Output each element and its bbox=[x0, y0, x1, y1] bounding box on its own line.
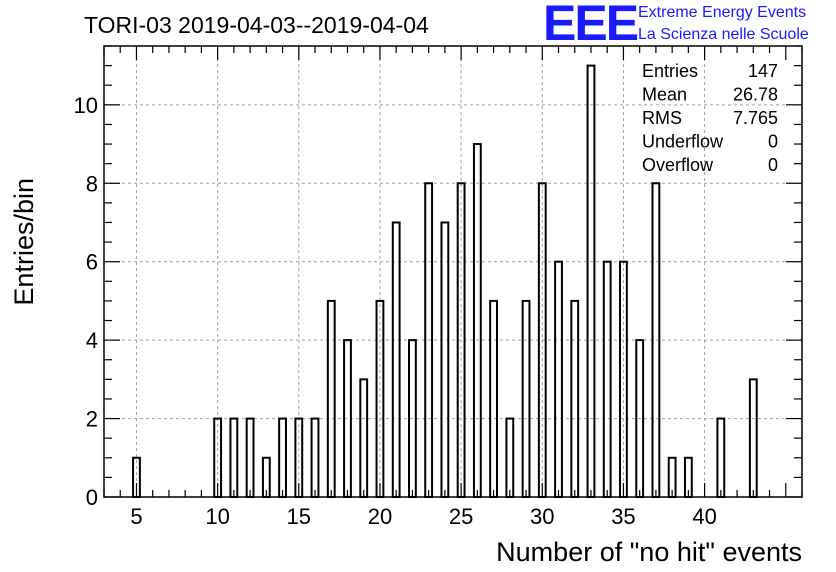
y-tick-label: 0 bbox=[86, 485, 98, 510]
histogram-bar bbox=[489, 299, 498, 498]
x-tick-label: 20 bbox=[368, 504, 392, 529]
histogram-bar bbox=[521, 299, 531, 498]
x-tick-label: 25 bbox=[449, 504, 473, 529]
y-tick-label: 10 bbox=[74, 93, 98, 118]
stats-key: Mean bbox=[642, 85, 687, 105]
histogram-bar bbox=[570, 299, 580, 498]
histogram-bar bbox=[586, 64, 596, 499]
eee-logo-mark: EEE bbox=[543, 0, 638, 51]
y-tick-label: 2 bbox=[86, 407, 98, 432]
histogram-bar bbox=[505, 417, 515, 499]
axes bbox=[103, 45, 803, 498]
histogram-bar bbox=[554, 260, 563, 499]
stats-key: Underflow bbox=[642, 132, 724, 152]
eee-logo: EEE Extreme Energy Events La Scienza nel… bbox=[543, 0, 809, 51]
histogram-bar bbox=[472, 143, 482, 498]
y-tick-label: 8 bbox=[86, 171, 98, 196]
logo-line-2: La Scienza nelle Scuole bbox=[638, 26, 809, 43]
stats-key: Overflow bbox=[642, 155, 714, 175]
histogram-bar bbox=[278, 417, 287, 499]
y-tick-label: 6 bbox=[86, 250, 98, 275]
chart-title: TORI-03 2019-04-03--2019-04-04 bbox=[84, 12, 429, 38]
histogram-bar bbox=[391, 221, 401, 498]
histogram-bar bbox=[229, 417, 239, 499]
x-axis-label: Number of "no hit" events bbox=[496, 537, 802, 567]
histogram-bar bbox=[245, 417, 255, 499]
histogram-bar bbox=[716, 417, 726, 499]
x-tick-label: 15 bbox=[287, 504, 311, 529]
stats-value: 26.78 bbox=[733, 85, 778, 105]
y-axis-label: Entries/bin bbox=[9, 178, 39, 306]
stats-value: 147 bbox=[748, 61, 778, 81]
y-tick-label: 4 bbox=[86, 328, 98, 353]
stats-key: RMS bbox=[642, 108, 682, 128]
histogram-bar bbox=[326, 299, 336, 498]
histogram-bar bbox=[359, 378, 369, 499]
histogram-bar bbox=[440, 221, 450, 498]
grid-lines bbox=[104, 46, 802, 497]
x-tick-label: 5 bbox=[130, 504, 142, 529]
x-tick-labels: 5 10 15 20 25 30 35 40 bbox=[130, 504, 717, 529]
stats-key: Entries bbox=[642, 61, 698, 81]
stats-value: 0 bbox=[768, 155, 778, 175]
stats-value: 7.765 bbox=[733, 108, 778, 128]
histogram-bar bbox=[748, 378, 758, 499]
stats-box: Entries 147 Mean 26.78 RMS 7.765 Underflow 0 Ove… bbox=[642, 61, 778, 175]
logo-line-1: Extreme Energy Events bbox=[638, 4, 806, 21]
histogram-bar bbox=[602, 260, 612, 499]
histogram-bars bbox=[132, 64, 758, 499]
plot-frame bbox=[103, 45, 803, 498]
histogram-bar bbox=[310, 417, 320, 499]
y-tick-labels: 0 2 4 6 8 10 bbox=[74, 93, 98, 510]
x-tick-label: 40 bbox=[692, 504, 716, 529]
x-tick-label: 35 bbox=[611, 504, 635, 529]
x-tick-label: 10 bbox=[205, 504, 229, 529]
x-tick-label: 30 bbox=[530, 504, 554, 529]
stats-value: 0 bbox=[768, 132, 778, 152]
